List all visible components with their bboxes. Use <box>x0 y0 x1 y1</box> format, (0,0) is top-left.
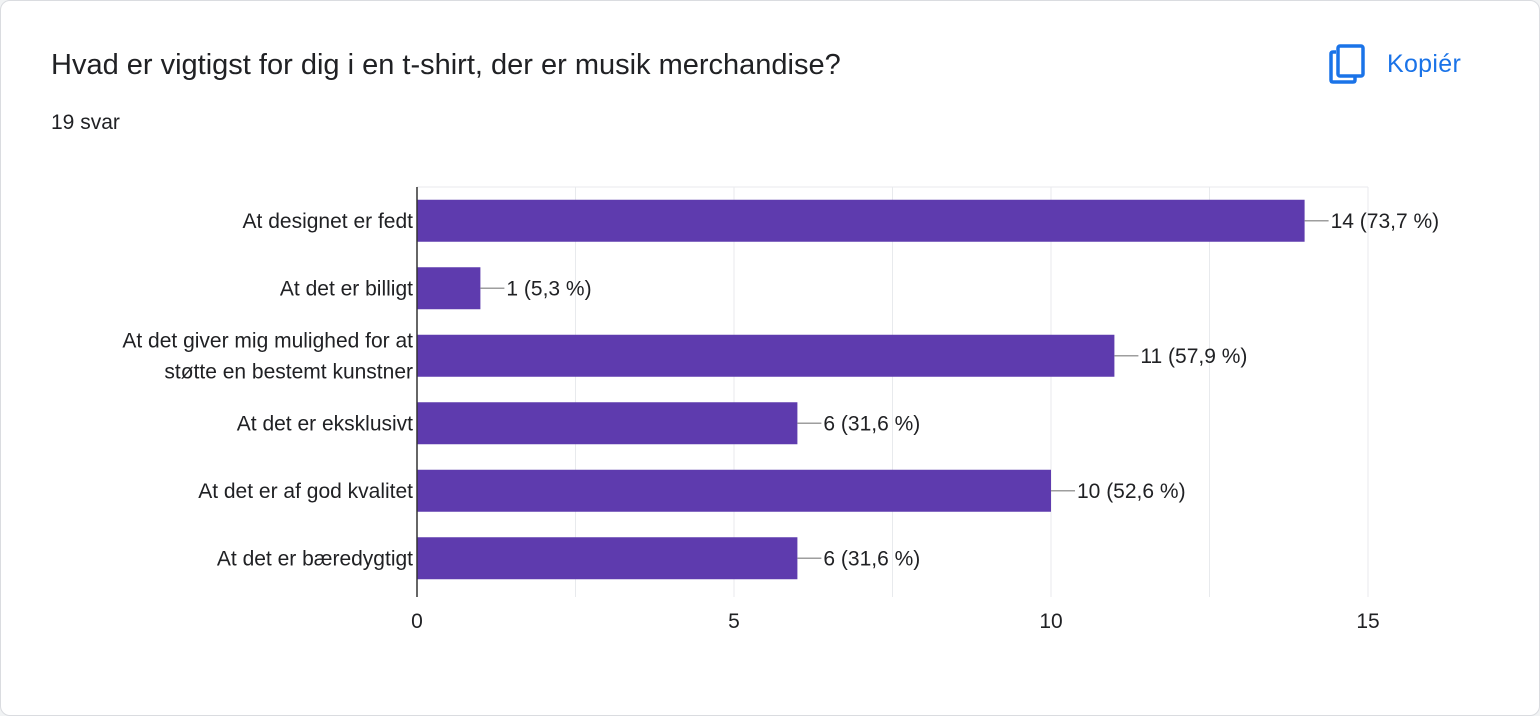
category-label: At det er eksklusivt <box>237 412 413 435</box>
grid-lines <box>417 186 1369 597</box>
category-label: støtte en bestemt kunstner <box>164 360 413 383</box>
axes: 0 5 10 15 <box>411 187 1380 633</box>
data-label: 6 (31,6 %) <box>823 547 920 570</box>
copy-button[interactable]: Kopiér <box>1329 39 1461 89</box>
question-title: Hvad er vigtigst for dig i en t-shirt, d… <box>51 49 841 81</box>
data-label: 10 (52,6 %) <box>1077 480 1186 503</box>
category-label: At det er billigt <box>280 277 413 300</box>
category-label: At det er bæredygtigt <box>217 547 413 570</box>
x-tick-label: 10 <box>1039 610 1062 633</box>
data-label: 6 (31,6 %) <box>823 412 920 435</box>
x-tick-label: 5 <box>728 610 740 633</box>
category-label: At designet er fedt <box>243 210 414 233</box>
category-label: At det giver mig mulighed for at <box>122 329 413 352</box>
copy-icon <box>1329 44 1365 84</box>
data-label: 14 (73,7 %) <box>1331 210 1440 233</box>
bar <box>417 334 1115 377</box>
bar <box>417 537 798 580</box>
bar <box>417 402 798 445</box>
bar <box>417 469 1051 512</box>
response-count: 19 svar <box>51 111 120 134</box>
bars <box>417 199 1305 580</box>
data-label: 1 (5,3 %) <box>506 277 591 300</box>
copy-button-label: Kopiér <box>1387 49 1462 78</box>
data-label: 11 (57,9 %) <box>1140 345 1247 368</box>
x-tick-label: 0 <box>411 610 423 633</box>
labels: 14 (73,7 %) At designet er fedt 1 (5,3 %) A… <box>122 210 1439 571</box>
x-tick-label: 15 <box>1356 610 1379 633</box>
bar <box>417 199 1305 242</box>
bar <box>417 267 481 310</box>
category-label: At det er af god kvalitet <box>198 480 413 503</box>
